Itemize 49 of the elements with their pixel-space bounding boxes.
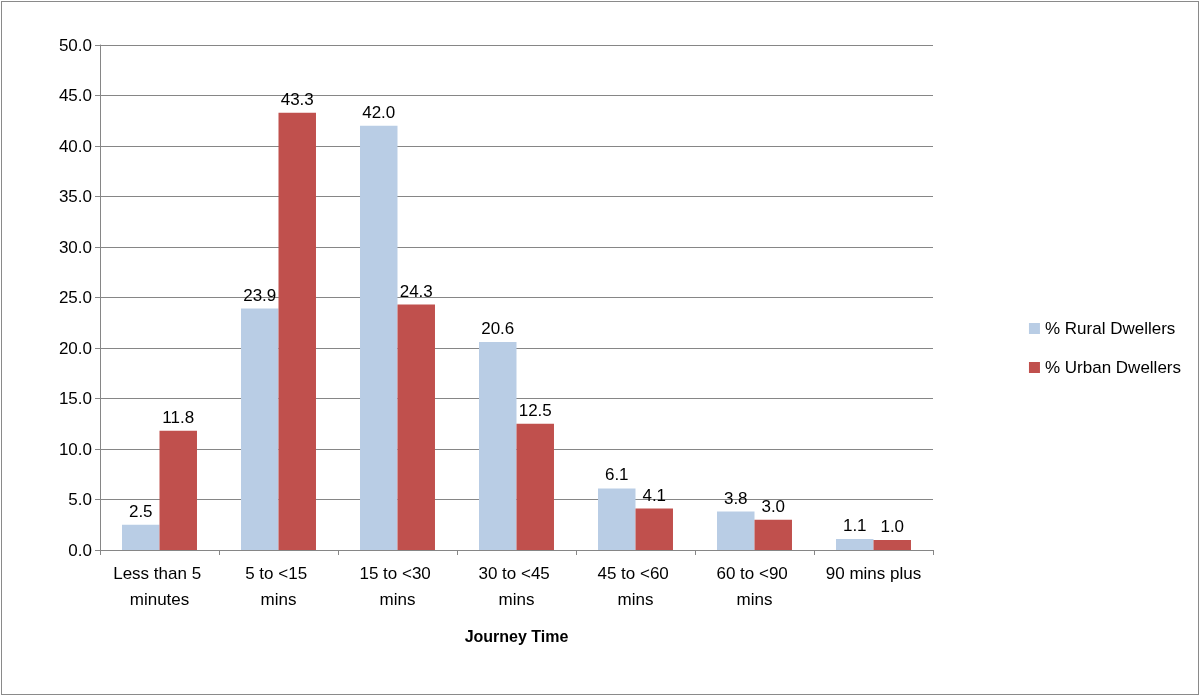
y-tick-label: 20.0: [58, 338, 92, 358]
data-label: 11.8: [162, 407, 195, 427]
data-label: 43.3: [280, 89, 314, 109]
bar: [516, 423, 554, 550]
bar: [873, 539, 911, 550]
y-tick-label: 30.0: [58, 237, 92, 257]
x-axis-title: Journey Time: [464, 627, 569, 645]
y-tick-label: 35.0: [58, 187, 92, 206]
y-tick-label: 0.0: [68, 540, 92, 560]
y-tick-label: 45.0: [58, 86, 92, 105]
data-label: 3.0: [761, 496, 786, 516]
x-tick-label: 5 to <15 mins: [245, 563, 312, 609]
data-label: 42.0: [362, 102, 396, 122]
bar: [241, 308, 279, 550]
legend-label: % Urban Dwellers: [1044, 358, 1182, 377]
x-tick-label: 30 to <45 mins: [478, 563, 555, 609]
x-tick-label: 60 to <90 mins: [716, 563, 793, 609]
y-tick-label: 15.0: [58, 389, 92, 408]
data-label: 1.1: [842, 515, 867, 535]
y-tick-label: 25.0: [58, 288, 92, 307]
data-label: 23.9: [243, 285, 277, 305]
data-label: 12.5: [518, 400, 552, 420]
bar: [717, 511, 755, 550]
data-label: 20.6: [481, 318, 515, 338]
bar: [479, 341, 517, 550]
data-label: 1.0: [880, 516, 905, 536]
x-tick-label: 15 to <30 mins: [359, 563, 436, 609]
bar: [278, 112, 316, 550]
y-tick-label: 40.0: [58, 136, 92, 156]
bar: [635, 508, 673, 550]
y-tick-label: 10.0: [58, 439, 92, 459]
data-label: 24.3: [399, 281, 433, 301]
y-tick-label: 5.0: [68, 490, 92, 509]
x-tick-label: 45 to <60 mins: [597, 563, 674, 609]
bar: [397, 304, 435, 550]
bar: [159, 430, 197, 550]
data-label: 2.5: [128, 501, 153, 521]
x-tick-label: 90 mins plus: [825, 563, 922, 583]
bar: [598, 488, 636, 550]
data-label: 6.1: [604, 465, 629, 485]
bar: [360, 125, 398, 550]
bar: [836, 538, 874, 550]
legend-label: % Rural Dwellers: [1044, 319, 1176, 338]
x-tick-label: Less than 5 minutes: [113, 563, 206, 609]
data-label: 4.1: [642, 485, 667, 505]
bar: [122, 524, 160, 550]
y-tick-label: 50.0: [58, 35, 92, 55]
bar: [754, 519, 792, 550]
data-label: 3.8: [723, 488, 748, 508]
